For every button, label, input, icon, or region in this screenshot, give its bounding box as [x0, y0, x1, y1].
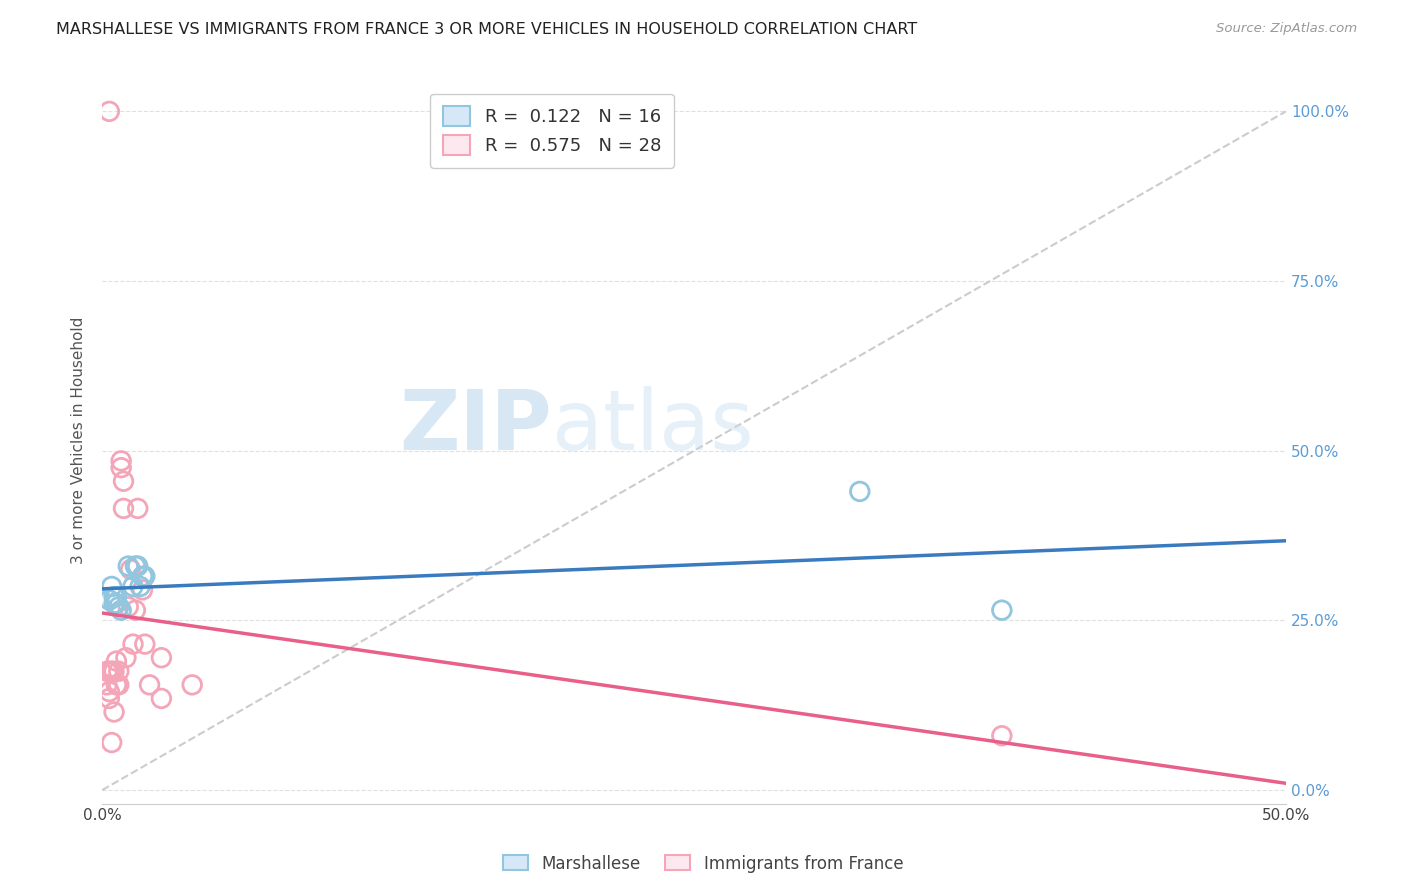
Point — [98, 684, 121, 698]
Point — [150, 650, 173, 665]
Point — [96, 678, 118, 692]
Point — [103, 596, 125, 610]
Point — [127, 559, 149, 574]
Point — [107, 678, 129, 692]
Point — [105, 678, 128, 692]
Point — [107, 665, 129, 679]
Point — [110, 603, 132, 617]
Point — [991, 603, 1014, 617]
Point — [98, 104, 121, 119]
Point — [98, 665, 121, 679]
Text: ZIP: ZIP — [399, 385, 553, 467]
Point — [98, 593, 121, 607]
Point — [105, 596, 128, 610]
Point — [110, 460, 132, 475]
Point — [849, 484, 872, 499]
Point — [131, 569, 153, 583]
Point — [107, 599, 129, 614]
Y-axis label: 3 or more Vehicles in Household: 3 or more Vehicles in Household — [72, 317, 86, 565]
Point — [96, 665, 118, 679]
Point — [134, 637, 156, 651]
Text: MARSHALLESE VS IMMIGRANTS FROM FRANCE 3 OR MORE VEHICLES IN HOUSEHOLD CORRELATIO: MARSHALLESE VS IMMIGRANTS FROM FRANCE 3 … — [56, 22, 918, 37]
Point — [117, 559, 139, 574]
Point — [138, 678, 160, 692]
Point — [131, 582, 153, 597]
Point — [122, 637, 145, 651]
Point — [100, 735, 122, 749]
Point — [122, 579, 145, 593]
Legend: Marshallese, Immigrants from France: Marshallese, Immigrants from France — [496, 848, 910, 880]
Point — [181, 678, 204, 692]
Point — [127, 501, 149, 516]
Point — [120, 562, 142, 576]
Point — [112, 501, 135, 516]
Point — [110, 454, 132, 468]
Point — [150, 691, 173, 706]
Point — [105, 654, 128, 668]
Point — [115, 650, 138, 665]
Point — [112, 475, 135, 489]
Point — [124, 559, 146, 574]
Point — [98, 691, 121, 706]
Text: atlas: atlas — [553, 385, 754, 467]
Text: Source: ZipAtlas.com: Source: ZipAtlas.com — [1216, 22, 1357, 36]
Point — [103, 705, 125, 719]
Point — [100, 665, 122, 679]
Point — [991, 729, 1014, 743]
Point — [117, 599, 139, 614]
Point — [105, 590, 128, 604]
Legend: R =  0.122   N = 16, R =  0.575   N = 28: R = 0.122 N = 16, R = 0.575 N = 28 — [430, 94, 673, 168]
Point — [100, 579, 122, 593]
Point — [134, 569, 156, 583]
Point — [103, 665, 125, 679]
Point — [129, 579, 152, 593]
Point — [103, 590, 125, 604]
Point — [124, 603, 146, 617]
